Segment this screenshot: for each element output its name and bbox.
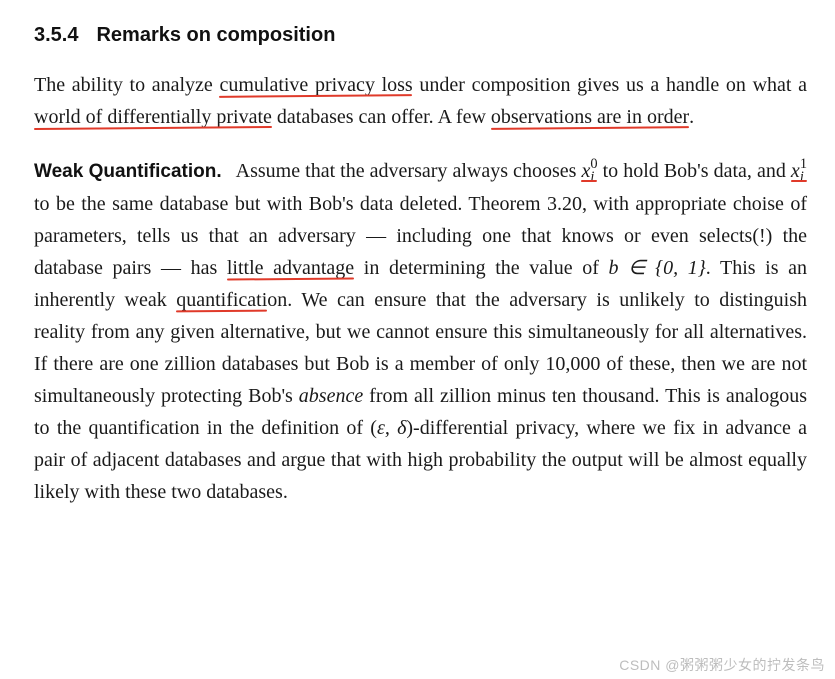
- intro-text-4: .: [689, 106, 694, 128]
- watermark-text: CSDN @粥粥粥少女的拧发条鸟: [619, 655, 825, 675]
- underline-little-advantage: little advantage: [227, 257, 354, 279]
- intro-text-2: under composition gives us a handle on w…: [413, 74, 807, 96]
- math-sub: i: [590, 171, 597, 184]
- weak-text-3: to be the same database but with Bob's d…: [34, 193, 635, 215]
- italic-absence: absence: [299, 385, 363, 407]
- section-title: Remarks on composition: [96, 24, 335, 46]
- underline-quantification: quantificati: [176, 289, 267, 311]
- math-base: x: [581, 160, 590, 182]
- math-supsub: 0i: [590, 158, 597, 184]
- weak-text-5: in determining the value of: [354, 257, 608, 279]
- underline-cumulative-privacy-loss: cumulative privacy loss: [219, 74, 412, 96]
- underline-world-of-dp: world of differentially private: [34, 106, 272, 128]
- math-base: x: [791, 160, 800, 182]
- content-area: 3.5.4 Remarks on composition The ability …: [0, 0, 835, 508]
- math-sub: i: [800, 171, 807, 184]
- underline-observations: observations are in order: [491, 106, 689, 128]
- weak-paragraph: Weak Quantification. Assume that the adve…: [34, 155, 807, 508]
- weak-text-1: Assume that the adversary always chooses: [236, 160, 582, 182]
- intro-paragraph: The ability to analyze cumulative privac…: [34, 69, 807, 133]
- intro-text-3: databases can offer. A few: [272, 106, 491, 128]
- page-root: 3.5.4 Remarks on composition The ability …: [0, 0, 835, 679]
- weak-heading: Weak Quantification.: [34, 161, 222, 182]
- weak-text-2: to hold Bob's data, and: [598, 160, 791, 182]
- math-x0i: x0i: [581, 160, 597, 182]
- math-eps-delta: ε, δ: [377, 417, 406, 439]
- section-heading: 3.5.4 Remarks on composition: [34, 24, 807, 47]
- math-b-in-set: b ∈ {0, 1}: [608, 257, 705, 279]
- math-x1i: x1i: [791, 160, 807, 182]
- section-number: 3.5.4: [34, 24, 78, 46]
- intro-text-1: The ability to analyze: [34, 74, 219, 96]
- math-supsub: 1i: [800, 158, 807, 184]
